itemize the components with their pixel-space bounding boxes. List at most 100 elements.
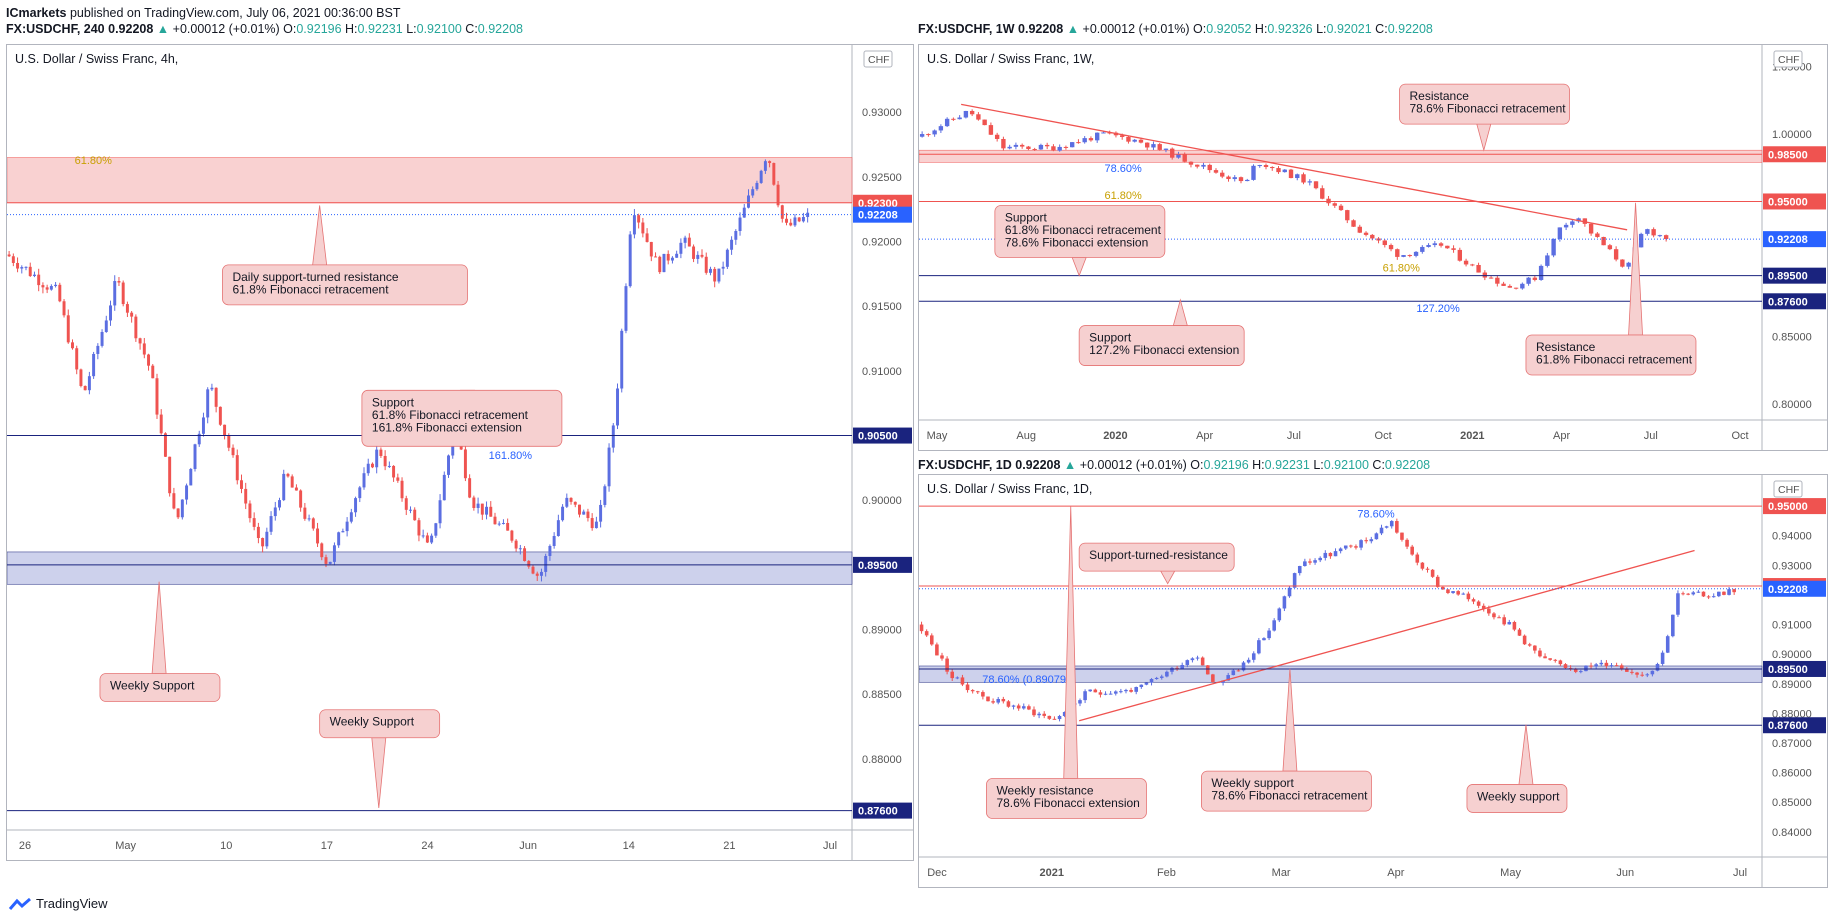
candle-body: [214, 387, 218, 407]
chart-panel-d1[interactable]: 0.94000 0.93000 0.91000 0.90000 0.89000 0.880…: [918, 474, 1828, 888]
candle-body: [1190, 658, 1195, 661]
candle-body: [1584, 665, 1588, 672]
time-tick-label: 2021: [1460, 430, 1484, 442]
candle-body: [1007, 146, 1012, 149]
candle-body: [1026, 146, 1031, 150]
candle-body: [1119, 691, 1123, 693]
candle-body: [1188, 161, 1194, 165]
candle-body: [1657, 235, 1663, 237]
candle-body: [240, 480, 243, 489]
candle-body: [1635, 672, 1639, 675]
price-level-label: 0.98500: [1768, 149, 1808, 161]
candle-body: [1032, 709, 1036, 716]
candle-body: [1426, 245, 1431, 247]
candle-body: [1221, 680, 1225, 683]
candle-body: [734, 231, 738, 240]
candle-body: [935, 644, 939, 656]
chart-title: U.S. Dollar / Swiss Franc, 1W,: [927, 52, 1094, 66]
candle-body: [1246, 659, 1251, 663]
candle-body: [1553, 659, 1558, 661]
candle-body: [341, 531, 345, 533]
candle-body: [307, 518, 311, 520]
candle-body: [1301, 174, 1306, 183]
candle-body: [1651, 229, 1656, 236]
candle-body: [514, 540, 518, 549]
chart-svg-h4[interactable]: 0.93000 0.92500 0.92000 0.91500 0.91000 0.905…: [6, 45, 913, 860]
time-tick-label: Oct: [1375, 430, 1392, 442]
price-level-tag: [853, 802, 912, 819]
trendline: [1078, 549, 1695, 722]
candle-body: [1522, 635, 1527, 645]
callout-box: [994, 205, 1166, 258]
candle-body: [1481, 605, 1486, 609]
price-tick-label: 0.94000: [1772, 531, 1812, 543]
price-zone: [6, 551, 853, 585]
price-tick-label: 0.88000: [862, 754, 902, 766]
candle-body: [607, 447, 611, 487]
candle-body: [951, 118, 956, 120]
candle-body: [1520, 283, 1525, 289]
candle-body: [1576, 218, 1581, 222]
candle-body: [180, 499, 184, 518]
price-level-tag: [853, 556, 912, 573]
candle-body: [1438, 243, 1444, 246]
time-tick-label: 10: [220, 840, 232, 852]
price-tick-label: 0.85000: [1772, 797, 1812, 809]
callout-text: Support-turned-resistance: [1089, 548, 1228, 562]
candle-body: [303, 507, 307, 519]
currency-badge: [1773, 50, 1803, 68]
candle-body: [1538, 650, 1542, 657]
time-tick-label: 2020: [1103, 430, 1127, 442]
candle-body: [1613, 249, 1619, 260]
candle-body: [75, 348, 79, 370]
price-zone: [918, 149, 1763, 163]
annotation-callout: Weekly Support: [99, 581, 221, 702]
candle-body: [1430, 569, 1435, 577]
candle-body: [1170, 667, 1174, 672]
candle-body: [1691, 592, 1696, 595]
candle-body: [1557, 227, 1563, 239]
price-level-tag: [853, 206, 912, 223]
candle-body: [1207, 164, 1212, 171]
callout-text: 61.8% Fibonacci retracement: [1005, 223, 1162, 237]
candle-body: [1251, 653, 1256, 660]
publisher-name[interactable]: ICmarkets: [6, 6, 67, 20]
chart-panel-w1[interactable]: 1.05000 1.00000 0.85000 0.80000 CHF May Aug 202…: [918, 44, 1828, 451]
candle-body: [1640, 674, 1644, 676]
candle-body: [294, 487, 298, 491]
callout-text: Support: [1089, 331, 1132, 345]
candle-body: [197, 433, 201, 445]
callout-text: 78.6% Fibonacci extension: [996, 796, 1139, 810]
candle-body: [1154, 677, 1159, 680]
candle-body: [1345, 210, 1350, 221]
candle-body: [379, 449, 383, 456]
callout-text: 61.8% Fibonacci retracement: [232, 282, 389, 296]
candle-body: [1019, 144, 1025, 147]
candle-body: [1513, 287, 1519, 289]
candle-body: [924, 631, 929, 636]
candle-body: [100, 331, 104, 346]
tradingview-logo[interactable]: TradingView: [8, 896, 108, 911]
candle-body: [400, 480, 404, 499]
candle-body: [1349, 545, 1353, 547]
candle-body: [965, 684, 970, 691]
candle-body: [1384, 526, 1389, 528]
chart-panel-h4[interactable]: 0.93000 0.92500 0.92000 0.91500 0.91000 0.905…: [6, 44, 914, 861]
time-tick-label: Jul: [823, 840, 837, 852]
candle-body: [1369, 539, 1374, 542]
candle-body: [1492, 613, 1496, 618]
candle-body: [801, 217, 805, 222]
candle-body: [493, 516, 497, 525]
candle-body: [1333, 551, 1338, 557]
callout-pointer: [1282, 668, 1298, 772]
candle-body: [1532, 277, 1538, 280]
candle-body: [463, 449, 467, 479]
candle-body: [151, 365, 155, 379]
candle-body: [117, 281, 121, 283]
time-tick-label: May: [927, 430, 948, 442]
chart-svg-d1[interactable]: 0.940000.930000.910000.900000.890000.880…: [918, 475, 1827, 887]
candle-body: [45, 287, 49, 290]
price-level-label: 0.89500: [1768, 664, 1808, 676]
